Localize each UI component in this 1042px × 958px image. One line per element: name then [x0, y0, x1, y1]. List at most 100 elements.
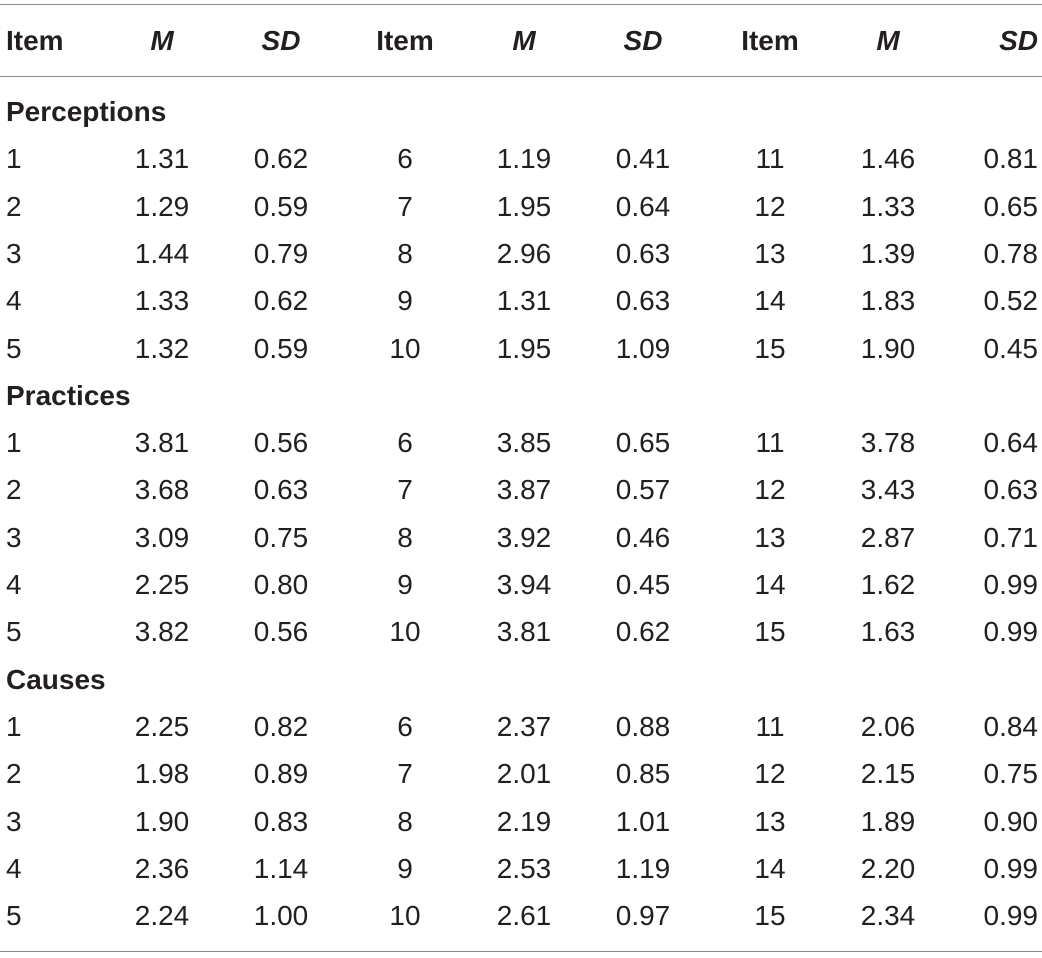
cell-mean-c: 1.63: [860, 616, 916, 648]
cell-mean-b: 1.19: [496, 143, 552, 175]
section-title: Practices: [6, 379, 131, 411]
cell-mean-a: 1.32: [134, 332, 190, 364]
cell-sd-b: 0.46: [615, 521, 671, 553]
cell-sd-c: 0.71: [983, 521, 1039, 553]
table-row: 1 2.25 0.82 6 2.37 0.88 11 2.06 0.84: [0, 703, 1042, 750]
cell-sd-a: 0.75: [253, 521, 309, 553]
cell-mean-b: 2.01: [496, 758, 552, 790]
cell-sd-b: 0.65: [615, 427, 671, 459]
cell-item-b: 9: [397, 569, 413, 600]
cell-sd-a: 1.14: [253, 852, 309, 884]
cell-mean-b: 1.95: [496, 190, 552, 222]
table-row: 1 1.31 0.62 6 1.19 0.41 11 1.46 0.81: [0, 135, 1042, 182]
cell-sd-a: 0.56: [253, 616, 309, 648]
cell-item-a: 5: [6, 616, 22, 648]
cell-sd-c: 0.45: [983, 332, 1039, 364]
cell-item-b: 10: [389, 332, 421, 364]
cell-item-b: 6: [397, 427, 413, 459]
cell-sd-b: 1.01: [615, 805, 671, 837]
cell-mean-a: 3.82: [134, 616, 190, 648]
cell-mean-b: 3.92: [496, 521, 552, 553]
cell-sd-c: 0.64: [983, 427, 1039, 459]
cell-mean-c: 1.90: [860, 332, 916, 364]
cell-item-b: 8: [397, 805, 413, 837]
cell-item-c: 14: [754, 852, 786, 884]
table-row: 4 2.25 0.80 9 3.94 0.45 14 1.62 0.99: [0, 561, 1042, 608]
cell-sd-c: 0.90: [983, 805, 1039, 837]
cell-mean-b: 1.31: [496, 285, 552, 317]
cell-sd-c: 0.78: [983, 237, 1039, 269]
top-rule: [0, 4, 1042, 5]
cell-sd-b: 0.64: [615, 190, 671, 222]
cell-item-b: 9: [397, 285, 413, 317]
cell-sd-a: 0.82: [253, 710, 309, 742]
cell-sd-a: 0.62: [253, 285, 309, 317]
cell-item-b: 7: [397, 758, 413, 790]
cell-sd-a: 0.63: [253, 474, 309, 506]
cell-mean-a: 1.90: [134, 805, 190, 837]
cell-sd-b: 0.97: [615, 900, 671, 932]
cell-mean-a: 3.68: [134, 474, 190, 506]
table-row: 5 3.82 0.56 10 3.81 0.62 15 1.63 0.99: [0, 608, 1042, 655]
cell-mean-a: 2.24: [134, 900, 190, 932]
cell-item-a: 4: [6, 569, 22, 600]
cell-item-c: 12: [754, 758, 786, 790]
cell-item-c: 15: [754, 616, 786, 648]
header-mean-3: M: [876, 25, 900, 56]
cell-item-b: 7: [397, 474, 413, 506]
cell-item-b: 10: [389, 900, 421, 932]
cell-item-a: 2: [6, 474, 22, 506]
cell-mean-c: 3.78: [860, 427, 916, 459]
cell-mean-a: 2.36: [134, 852, 190, 884]
cell-item-c: 15: [754, 900, 786, 932]
cell-mean-c: 2.06: [860, 710, 916, 742]
cell-mean-b: 3.87: [496, 474, 552, 506]
cell-mean-c: 2.15: [860, 758, 916, 790]
section-heading-row: Perceptions: [0, 88, 1042, 135]
cell-mean-b: 3.85: [496, 427, 552, 459]
cell-mean-b: 2.37: [496, 710, 552, 742]
cell-sd-a: 1.00: [253, 900, 309, 932]
cell-mean-a: 1.29: [134, 190, 190, 222]
cell-mean-c: 3.43: [860, 474, 916, 506]
cell-item-b: 6: [397, 143, 413, 175]
cell-item-a: 3: [6, 805, 22, 837]
cell-item-a: 5: [6, 332, 22, 364]
cell-item-b: 7: [397, 190, 413, 222]
cell-sd-b: 0.41: [615, 143, 671, 175]
cell-item-a: 1: [6, 427, 22, 459]
cell-sd-b: 0.57: [615, 474, 671, 506]
cell-mean-c: 1.62: [860, 569, 916, 600]
cell-sd-c: 0.99: [983, 852, 1039, 884]
cell-item-c: 13: [754, 805, 786, 837]
header-item-1: Item: [6, 25, 64, 56]
cell-sd-c: 0.63: [983, 474, 1039, 506]
bottom-rule: [0, 951, 1042, 952]
cell-sd-b: 0.62: [615, 616, 671, 648]
cell-sd-b: 0.88: [615, 710, 671, 742]
cell-mean-c: 1.33: [860, 190, 916, 222]
cell-item-c: 11: [755, 427, 785, 459]
cell-item-c: 13: [754, 521, 786, 553]
header-mean-2: M: [512, 25, 536, 56]
table-row: 4 2.36 1.14 9 2.53 1.19 14 2.20 0.99: [0, 845, 1042, 892]
cell-sd-a: 0.89: [253, 758, 309, 790]
cell-sd-b: 1.19: [615, 852, 671, 884]
cell-item-c: 14: [754, 285, 786, 317]
cell-mean-b: 2.53: [496, 852, 552, 884]
table-row: 2 1.29 0.59 7 1.95 0.64 12 1.33 0.65: [0, 183, 1042, 230]
cell-item-b: 8: [397, 237, 413, 269]
cell-mean-c: 2.87: [860, 521, 916, 553]
section-heading-row: Practices: [0, 372, 1042, 419]
cell-mean-a: 1.44: [134, 237, 190, 269]
cell-mean-a: 2.25: [134, 569, 190, 600]
cell-sd-c: 0.99: [983, 616, 1039, 648]
cell-item-a: 2: [6, 758, 22, 790]
cell-sd-a: 0.80: [253, 569, 309, 600]
section-title: Causes: [6, 663, 106, 695]
cell-sd-a: 0.59: [253, 332, 309, 364]
cell-mean-b: 3.94: [496, 569, 552, 600]
table-row: 3 3.09 0.75 8 3.92 0.46 13 2.87 0.71: [0, 514, 1042, 561]
cell-mean-c: 1.89: [860, 805, 916, 837]
